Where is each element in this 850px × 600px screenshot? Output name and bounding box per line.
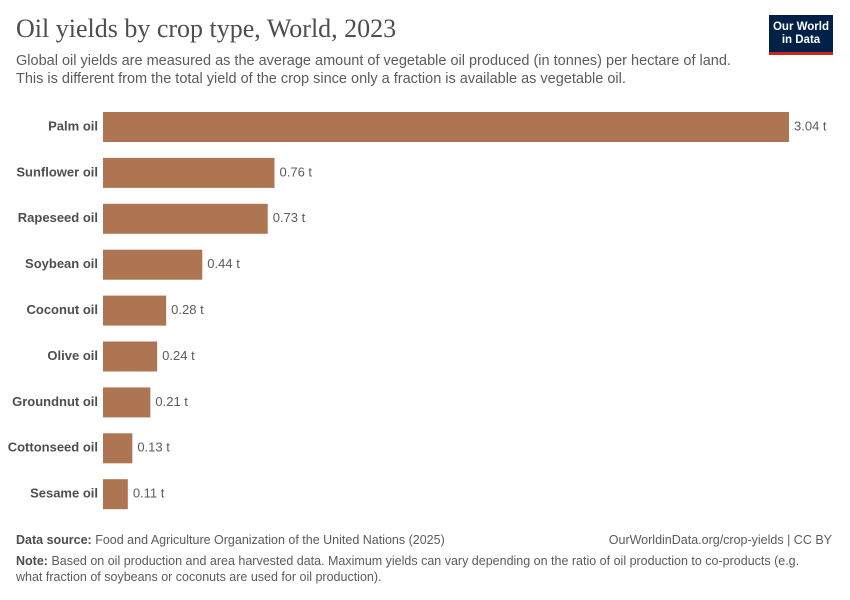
- bar: [103, 387, 151, 418]
- note-text: Based on oil production and area harvest…: [16, 554, 800, 584]
- data-label: 0.11 t: [133, 486, 165, 501]
- bar: [103, 433, 133, 464]
- data-label: 0.13 t: [137, 440, 170, 455]
- data-label: 0.28 t: [171, 302, 204, 317]
- note: Note: Based on oil production and area h…: [16, 553, 826, 585]
- logo-text: in Data: [781, 33, 821, 46]
- y-tick-label: Coconut oil: [27, 302, 99, 317]
- url[interactable]: OurWorldinData.org/crop-yields | CC BY: [608, 533, 832, 547]
- data-label: 0.73 t: [273, 210, 306, 225]
- chart: Palm oil 3.04 t Sunflower oil 0.76 t Rapesee…: [8, 112, 827, 510]
- chart-title: Oil yields by crop type, World, 2023: [16, 14, 397, 43]
- data-label: 3.04 t: [794, 118, 827, 133]
- data-label: 0.44 t: [207, 256, 240, 271]
- y-tick-label: Groundnut oil: [12, 394, 98, 409]
- source-label: Data source:: [16, 533, 92, 547]
- y-tick-label: Rapeseed oil: [18, 210, 98, 225]
- source: Data source: Food and Agriculture Organi…: [16, 532, 445, 548]
- logo-text: Our World: [772, 20, 829, 33]
- y-tick-label: Sesame oil: [30, 486, 98, 501]
- y-tick-label: Sunflower oil: [16, 164, 98, 179]
- data-label: 0.21 t: [155, 394, 188, 409]
- y-tick-label: Cottonseed oil: [8, 440, 98, 455]
- bar: [103, 341, 158, 372]
- source-text: Food and Agriculture Organization of the…: [95, 533, 445, 547]
- note-label: Note:: [16, 554, 48, 568]
- bar: [103, 295, 167, 326]
- data-label: 0.24 t: [162, 348, 195, 363]
- y-tick-label: Soybean oil: [25, 256, 98, 271]
- bar: [103, 203, 268, 234]
- y-tick-label: Olive oil: [47, 348, 98, 363]
- data-label: 0.76 t: [280, 164, 313, 179]
- bar: [103, 112, 789, 142]
- chart-subtitle: Global oil yields are measured as the av…: [16, 53, 731, 87]
- y-tick-label: Palm oil: [48, 118, 98, 133]
- logo[interactable]: Our World in Data: [769, 15, 833, 55]
- bar: [103, 249, 203, 280]
- bar: [103, 157, 275, 188]
- bar: [103, 479, 128, 510]
